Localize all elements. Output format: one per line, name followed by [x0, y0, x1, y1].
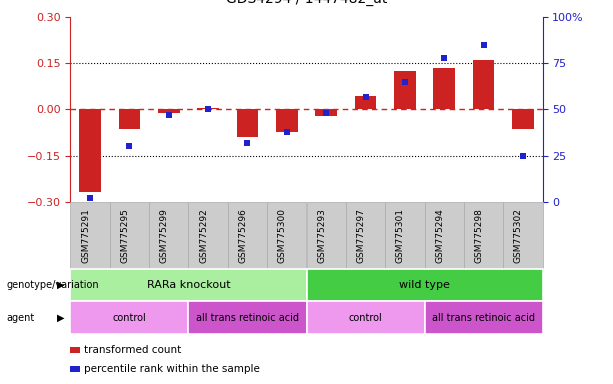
Bar: [473, 60, 494, 109]
Point: [479, 42, 489, 48]
Text: percentile rank within the sample: percentile rank within the sample: [84, 364, 260, 374]
Text: GSM775300: GSM775300: [278, 208, 287, 263]
Text: GDS4294 / 1447482_at: GDS4294 / 1447482_at: [226, 0, 387, 6]
Text: GSM775299: GSM775299: [160, 208, 169, 263]
Point: [360, 93, 370, 99]
Text: control: control: [349, 313, 383, 323]
Bar: [79, 109, 101, 192]
Text: wild type: wild type: [399, 280, 450, 290]
Point: [321, 110, 331, 116]
Point: [243, 139, 253, 146]
Point: [204, 106, 213, 113]
Bar: [119, 109, 140, 129]
Text: GSM775295: GSM775295: [121, 208, 129, 263]
Point: [400, 79, 409, 85]
Text: GSM775294: GSM775294: [435, 208, 444, 263]
Text: transformed count: transformed count: [84, 345, 181, 355]
Bar: [433, 68, 455, 109]
Text: control: control: [113, 313, 147, 323]
Bar: [394, 71, 416, 109]
Text: GSM775293: GSM775293: [317, 208, 326, 263]
Bar: [197, 108, 219, 109]
Point: [518, 152, 528, 159]
Text: GSM775298: GSM775298: [474, 208, 484, 263]
Point: [282, 129, 292, 135]
Bar: [355, 96, 376, 109]
Bar: [276, 109, 298, 132]
Point: [85, 195, 95, 201]
Text: GSM775292: GSM775292: [199, 208, 208, 263]
Text: all trans retinoic acid: all trans retinoic acid: [196, 313, 299, 323]
Point: [164, 112, 173, 118]
Bar: [512, 109, 534, 129]
Text: GSM775291: GSM775291: [81, 208, 90, 263]
Bar: [158, 109, 180, 113]
Text: GSM775302: GSM775302: [514, 208, 523, 263]
Text: agent: agent: [6, 313, 34, 323]
Text: RARa knockout: RARa knockout: [147, 280, 230, 290]
Text: GSM775301: GSM775301: [396, 208, 405, 263]
Bar: [237, 109, 258, 137]
Bar: [315, 109, 337, 116]
Text: ▶: ▶: [57, 280, 64, 290]
Point: [124, 143, 134, 149]
Text: all trans retinoic acid: all trans retinoic acid: [432, 313, 535, 323]
Text: GSM775297: GSM775297: [357, 208, 365, 263]
Text: ▶: ▶: [57, 313, 64, 323]
Text: genotype/variation: genotype/variation: [6, 280, 99, 290]
Point: [440, 55, 449, 61]
Text: GSM775296: GSM775296: [238, 208, 248, 263]
